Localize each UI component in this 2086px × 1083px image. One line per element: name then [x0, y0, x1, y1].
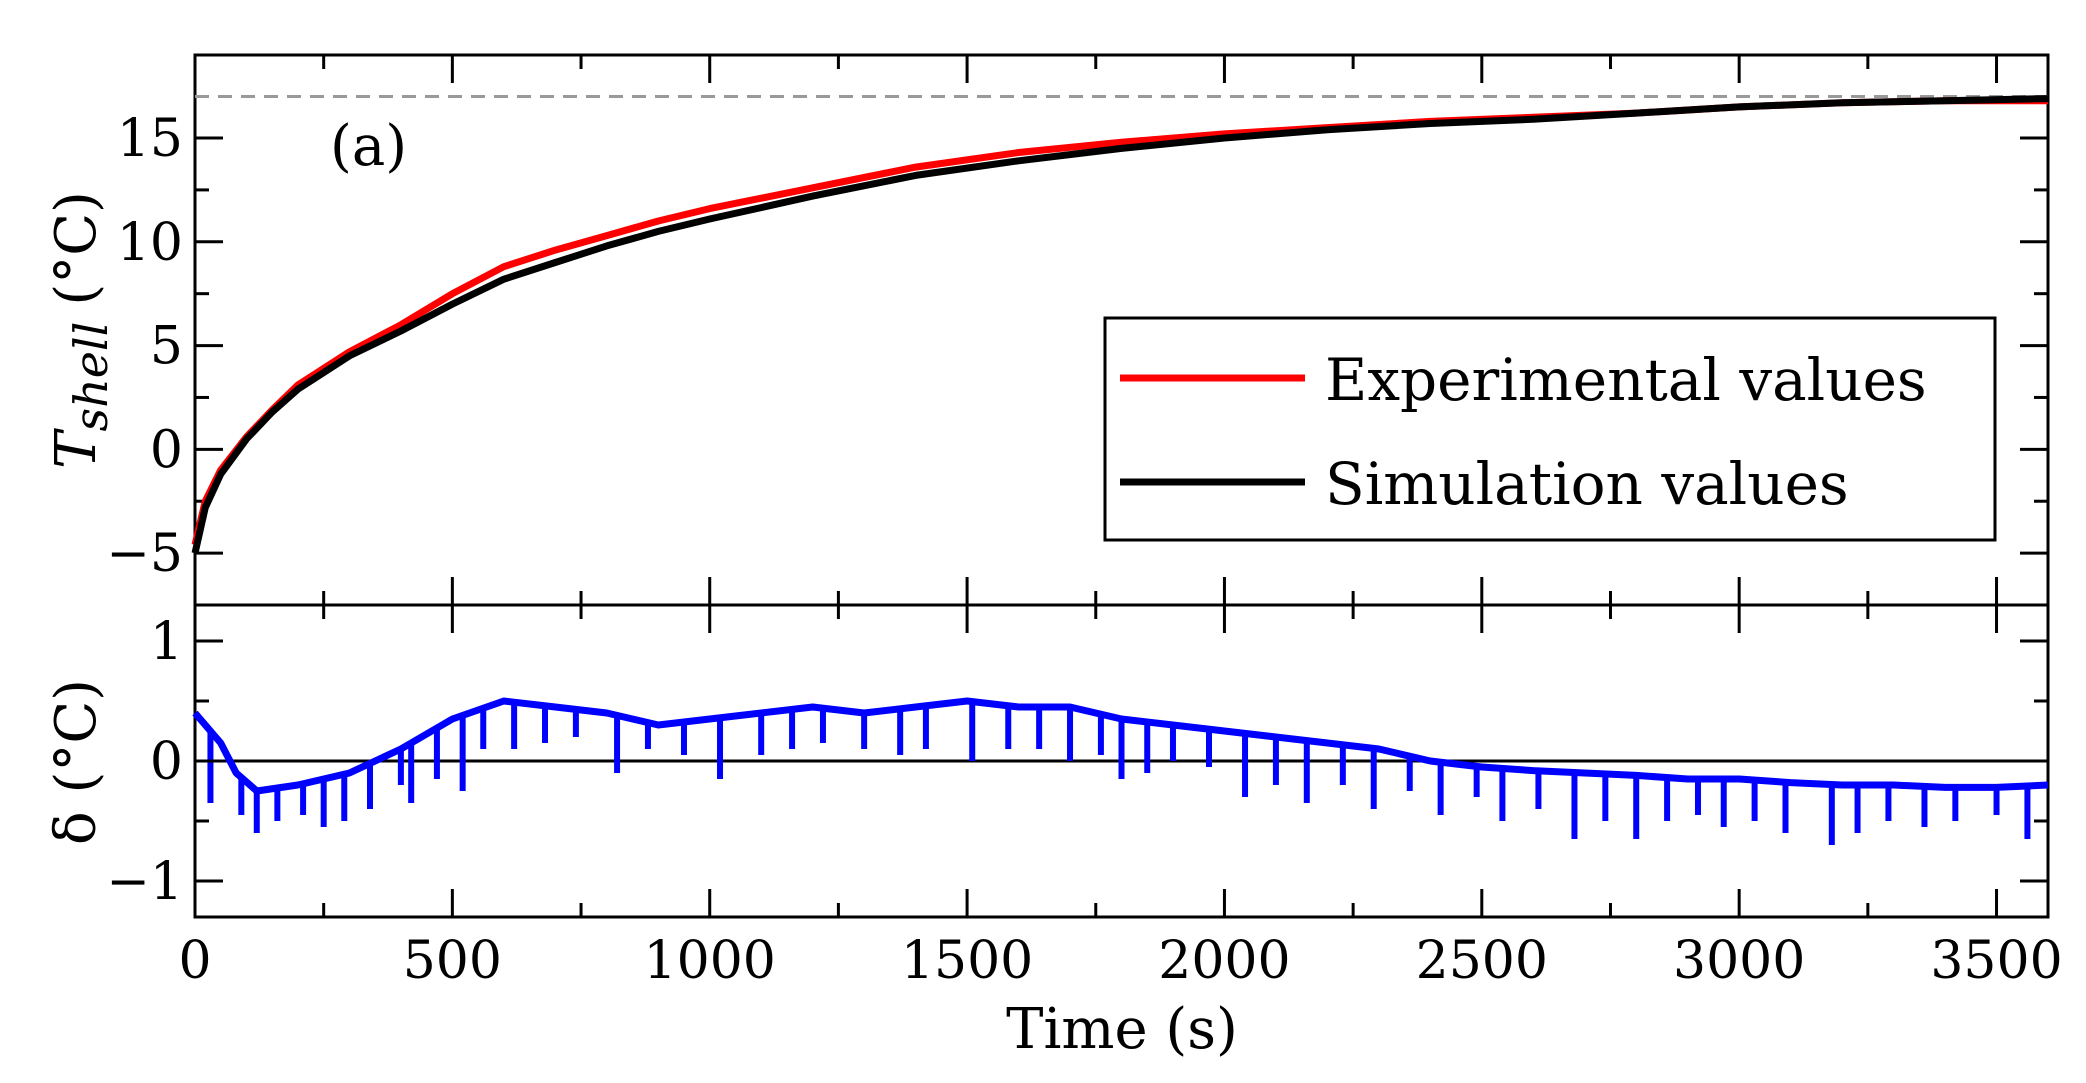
top-ytick-label: −5: [106, 524, 183, 584]
legend-label-simulation: Simulation values: [1325, 450, 1849, 518]
top-ytick-label: 15: [117, 109, 183, 169]
top-panel: −5 0 5 10 15 (a) Tshell (°C) Experimental val…: [44, 53, 2050, 607]
top-y-axis-label: Tshell (°C): [44, 191, 118, 469]
xtick-label: 2500: [1416, 931, 1548, 991]
y-label-unit: (°C): [44, 191, 109, 306]
series-delta: [192, 697, 2049, 795]
xtick-label: 500: [403, 931, 502, 991]
series-simulation: [191, 95, 2049, 554]
top-ytick-label: 5: [150, 317, 183, 377]
xtick-label: 2000: [1158, 931, 1290, 991]
xtick-label: 0: [178, 931, 211, 991]
xtick-label: 1500: [901, 931, 1033, 991]
xtick-label: 1000: [644, 931, 776, 991]
bottom-y-axis-label: δ (°C): [44, 679, 109, 845]
y-label-subscript: shell: [64, 322, 118, 432]
legend-box: [1103, 316, 1997, 542]
bottom-panel: −1 0 1 0 500 1000 1500 2000 2500 3000 3500 δ (°C)…: [44, 603, 2063, 1062]
bottom-ytick-label: 1: [150, 612, 183, 672]
xtick-label: 3500: [1930, 931, 2062, 991]
top-ytick-label: 0: [150, 420, 183, 480]
bottom-ytick-label: −1: [106, 852, 183, 912]
top-ytick-label: 10: [117, 213, 183, 273]
legend-label-experimental: Experimental values: [1325, 346, 1927, 414]
xtick-label: 3000: [1673, 931, 1805, 991]
bottom-ytick-label: 0: [150, 732, 183, 792]
x-axis-label: Time (s): [1006, 997, 1238, 1062]
panel-label: (a): [330, 114, 407, 179]
y-label-symbol: T: [44, 428, 109, 469]
legend: Experimental values Simulation values: [1103, 316, 1997, 542]
